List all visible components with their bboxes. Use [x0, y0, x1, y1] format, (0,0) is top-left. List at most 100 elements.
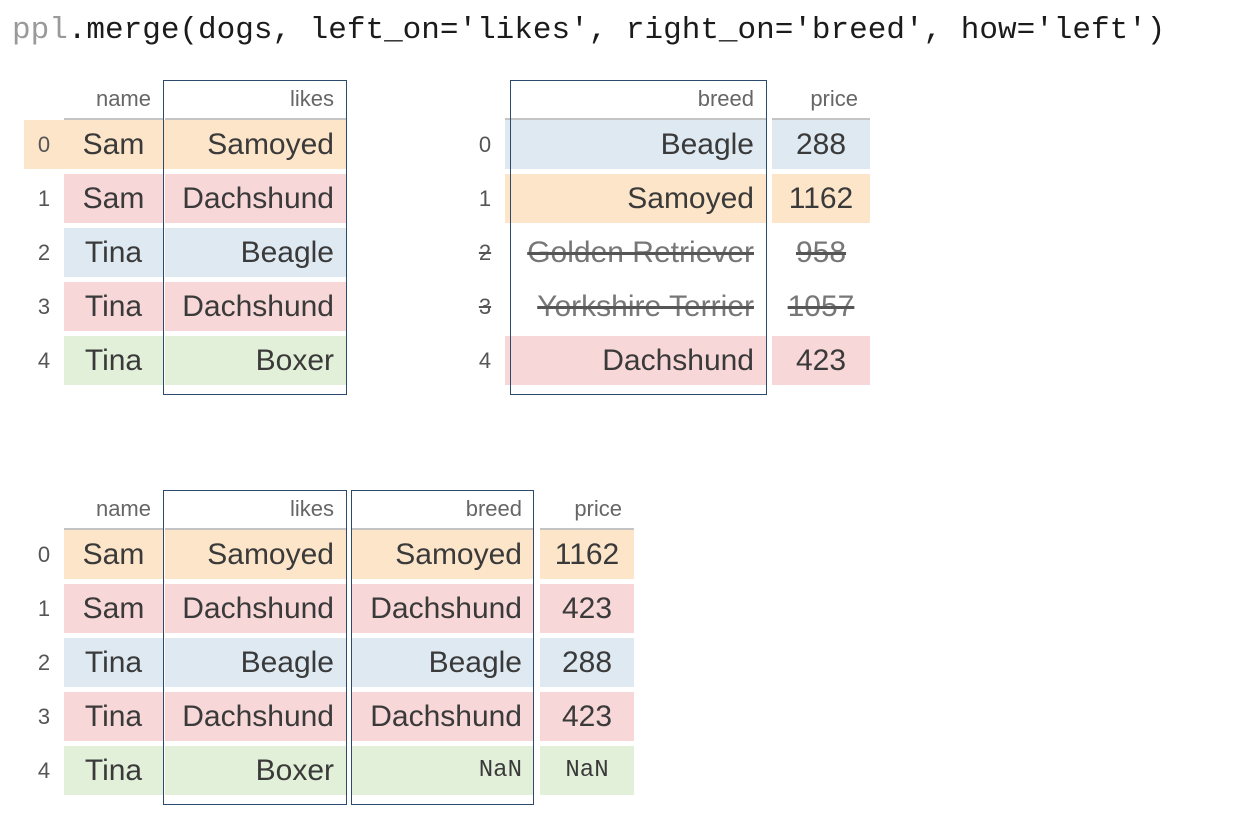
cell-gap [163, 336, 165, 390]
cell-likes: Beagle [165, 638, 346, 692]
cell-name: Sam [64, 174, 163, 228]
cell-gap [534, 584, 540, 638]
row-index: 1 [24, 174, 64, 228]
table-row: 1 Samoyed 1162 [465, 174, 870, 228]
index-header [24, 490, 64, 530]
row-index: 0 [24, 530, 64, 584]
cell-name: Tina [64, 336, 163, 390]
cell-likes: Dachshund [165, 282, 346, 336]
cell-breed: Dachshund [352, 692, 534, 746]
table-row-dropped: 2 Golden Retriever 958 [465, 228, 870, 282]
column-header-likes: likes [165, 80, 346, 120]
index-header [24, 80, 64, 120]
table-row: 2 Tina Beagle Beagle 288 [24, 638, 634, 692]
cell-price: 1162 [772, 174, 870, 228]
left-header-row: name likes [24, 80, 346, 120]
index-header [465, 80, 505, 120]
cell-price: 423 [540, 692, 634, 746]
cell-gap [346, 584, 352, 638]
cell-gap [346, 638, 352, 692]
cell-likes: Boxer [165, 336, 346, 390]
left-dataframe: name likes 0 Sam Samoyed 1 Sam Dachshund… [24, 80, 346, 390]
cell-name: Sam [64, 584, 163, 638]
cell-gap [163, 174, 165, 228]
cell-breed: Yorkshire Terrier [505, 282, 766, 336]
cell-likes: Beagle [165, 228, 346, 282]
column-header-price: price [540, 490, 634, 530]
cell-name: Sam [64, 530, 163, 584]
cell-price-nan: NaN [540, 746, 634, 800]
cell-name: Sam [64, 120, 163, 174]
row-index: 3 [465, 282, 505, 336]
cell-gap [163, 120, 165, 174]
right-dataframe: breed price 0 Beagle 288 1 Samoyed 1162 … [465, 80, 870, 390]
table-row: 0 Sam Samoyed Samoyed 1162 [24, 530, 634, 584]
cell-gap [163, 746, 165, 800]
cell-gap [534, 530, 540, 584]
cell-gap [346, 530, 352, 584]
cell-gap [766, 282, 772, 336]
result-header-row: name likes breed price [24, 490, 634, 530]
merge-code-line: ppl.merge(dogs, left_on='likes', right_o… [12, 10, 1165, 52]
cell-gap [766, 120, 772, 174]
row-index: 1 [24, 584, 64, 638]
row-index: 1 [465, 174, 505, 228]
row-index: 0 [24, 120, 64, 174]
code-call: .merge(dogs, left_on='likes', right_on='… [67, 13, 1166, 48]
cell-price: 1057 [772, 282, 870, 336]
column-header-breed: breed [505, 80, 766, 120]
cell-name: Tina [64, 638, 163, 692]
cell-gap [163, 282, 165, 336]
table-row: 4 Tina Boxer [24, 336, 346, 390]
cell-gap [163, 638, 165, 692]
cell-price: 288 [772, 120, 870, 174]
table-row: 4 Tina Boxer NaN NaN [24, 746, 634, 800]
cell-breed: Samoyed [352, 530, 534, 584]
table-row: 3 Tina Dachshund [24, 282, 346, 336]
column-header-price: price [772, 80, 870, 120]
cell-breed: Beagle [505, 120, 766, 174]
cell-likes: Boxer [165, 746, 346, 800]
cell-gap [534, 692, 540, 746]
cell-price: 288 [540, 638, 634, 692]
cell-gap [163, 530, 165, 584]
cell-gap [346, 746, 352, 800]
column-header-name: name [64, 80, 163, 120]
cell-price: 1162 [540, 530, 634, 584]
row-index: 2 [465, 228, 505, 282]
row-index: 3 [24, 282, 64, 336]
column-header-breed: breed [352, 490, 534, 530]
cell-gap [163, 228, 165, 282]
cell-breed: Samoyed [505, 174, 766, 228]
table-row-dropped: 3 Yorkshire Terrier 1057 [465, 282, 870, 336]
table-row: 3 Tina Dachshund Dachshund 423 [24, 692, 634, 746]
row-index: 0 [465, 120, 505, 174]
cell-gap [534, 746, 540, 800]
table-row: 1 Sam Dachshund [24, 174, 346, 228]
cell-name: Tina [64, 228, 163, 282]
row-index: 4 [24, 746, 64, 800]
cell-likes: Dachshund [165, 692, 346, 746]
right-header-row: breed price [465, 80, 870, 120]
cell-name: Tina [64, 282, 163, 336]
cell-likes: Samoyed [165, 120, 346, 174]
cell-breed: Golden Retriever [505, 228, 766, 282]
table-row: 1 Sam Dachshund Dachshund 423 [24, 584, 634, 638]
row-index: 2 [24, 228, 64, 282]
cell-gap [346, 692, 352, 746]
cell-price: 423 [540, 584, 634, 638]
result-dataframe: name likes breed price 0 Sam Samoyed Sam… [24, 490, 634, 800]
cell-gap [766, 228, 772, 282]
row-index: 3 [24, 692, 64, 746]
cell-likes: Dachshund [165, 584, 346, 638]
cell-gap [766, 336, 772, 390]
cell-gap [163, 692, 165, 746]
cell-breed: Dachshund [352, 584, 534, 638]
row-index: 4 [24, 336, 64, 390]
table-row: 0 Beagle 288 [465, 120, 870, 174]
cell-price: 423 [772, 336, 870, 390]
row-index: 4 [465, 336, 505, 390]
cell-gap [534, 638, 540, 692]
cell-likes: Samoyed [165, 530, 346, 584]
table-row: 0 Sam Samoyed [24, 120, 346, 174]
